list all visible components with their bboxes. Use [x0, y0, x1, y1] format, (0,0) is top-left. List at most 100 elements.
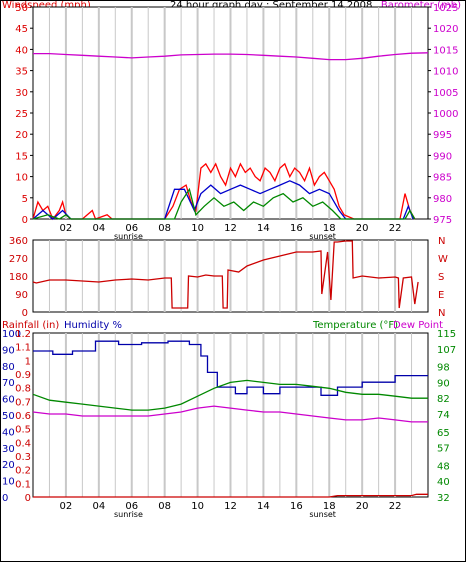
x-tick-label: 10	[191, 223, 204, 234]
wind-tick-label: 50	[15, 3, 28, 14]
compass-tick-label: S	[438, 272, 444, 283]
series-temp	[32, 379, 428, 411]
temp-tick-label: 82	[437, 394, 450, 405]
series-wind_green	[32, 187, 416, 220]
compass-tick-label: N	[438, 308, 445, 319]
humidity-tick-label: 30	[2, 444, 15, 455]
direction-tick-label: 90	[15, 290, 28, 301]
rain-tick-label: 1.2	[15, 329, 31, 340]
x-tick-label: 20	[356, 501, 369, 512]
wind-tick-label: 15	[15, 151, 28, 162]
compass-tick-label: E	[438, 290, 444, 301]
wind-tick-label: 10	[15, 173, 28, 184]
rain-tick-label: 0.6	[15, 411, 31, 422]
x-tick-label: 12	[224, 501, 237, 512]
humidity-tick-label: 60	[2, 395, 15, 406]
dewpoint-axis-label: Dew Point	[393, 320, 444, 331]
temp-tick-label: 98	[437, 363, 450, 374]
baro-tick-label: 1005	[433, 88, 458, 99]
baro-tick-label: 985	[433, 173, 452, 184]
rain-tick-label: 0.2	[15, 466, 31, 477]
baro-tick-label: 980	[433, 194, 452, 205]
series-dew	[32, 405, 428, 423]
x-tick-label: 22	[389, 223, 402, 234]
series-dir	[32, 240, 419, 309]
baro-tick-label: 990	[433, 151, 452, 162]
windspeed-axis-label: Windspeed (mph)	[2, 0, 91, 11]
series-gust	[32, 162, 416, 221]
humidity-tick-label: 50	[2, 411, 15, 422]
chart-title: 24 hour graph day : September 14 2008	[170, 0, 373, 11]
direction-tick-label: 360	[9, 236, 28, 247]
temp-tick-label: 65	[437, 428, 450, 439]
rain-tick-label: 0.5	[15, 425, 31, 436]
x-tick-label: 14	[257, 223, 270, 234]
rainfall-axis-label: Rainfall (in)	[2, 320, 60, 331]
x-tick-label: 04	[92, 501, 105, 512]
baro-tick-label: 995	[433, 130, 452, 141]
series-baro	[33, 52, 429, 61]
series-humidity	[33, 340, 428, 396]
compass-tick-label: N	[438, 236, 445, 247]
wind-tick-label: 0	[22, 215, 28, 226]
direction-tick-label: 180	[9, 272, 28, 283]
x-tick-label: 04	[92, 223, 105, 234]
temp-tick-label: 48	[437, 461, 450, 472]
sunrise-marker: sunrise	[114, 510, 143, 519]
rain-tick-label: 0	[25, 493, 31, 504]
humidity-axis-label: Humidity %	[64, 320, 123, 331]
x-tick-label: 08	[158, 501, 171, 512]
baro-tick-label: 1020	[433, 24, 458, 35]
wind-tick-label: 25	[15, 109, 28, 120]
x-tick-label: 22	[389, 501, 402, 512]
temp-tick-label: 74	[437, 410, 450, 421]
sunset-marker: sunset	[309, 510, 336, 519]
wind-tick-label: 5	[22, 194, 28, 205]
rain-tick-label: 1.1	[15, 343, 31, 354]
x-tick-label: 02	[60, 501, 73, 512]
baro-tick-label: 975	[433, 215, 452, 226]
wind-tick-label: 20	[15, 130, 28, 141]
humidity-tick-label: 40	[2, 427, 15, 438]
wind-tick-label: 45	[15, 24, 28, 35]
humidity-tick-label: 10	[2, 477, 15, 488]
x-tick-label: 02	[60, 223, 73, 234]
temp-tick-label: 90	[437, 378, 450, 389]
rain-tick-label: 1	[25, 356, 31, 367]
wind-tick-label: 35	[15, 67, 28, 78]
compass-tick-label: W	[438, 254, 448, 265]
x-tick-label: 06	[125, 501, 138, 512]
temp-tick-label: 57	[437, 444, 450, 455]
x-tick-label: 18	[323, 223, 336, 234]
rain-tick-label: 0.9	[15, 370, 31, 381]
x-tick-label: 08	[158, 223, 171, 234]
humidity-tick-label: 100	[2, 329, 21, 340]
x-tick-label: 20	[356, 223, 369, 234]
temp-tick-label: 32	[437, 493, 450, 504]
humidity-tick-label: 0	[2, 493, 8, 504]
x-tick-label: 16	[290, 501, 303, 512]
humidity-tick-label: 80	[2, 362, 15, 373]
humidity-tick-label: 70	[2, 378, 15, 389]
temperature-axis-label: Temperature (°F)	[313, 320, 399, 331]
humidity-tick-label: 20	[2, 460, 15, 471]
barometer-axis-label: Barometer (mb)	[380, 0, 461, 11]
x-tick-label: 12	[224, 223, 237, 234]
rain-tick-label: 0.7	[15, 397, 31, 408]
x-tick-label: 10	[191, 501, 204, 512]
rain-tick-label: 0.3	[15, 452, 31, 463]
wind-tick-label: 40	[15, 45, 28, 56]
x-tick-label: 18	[323, 501, 336, 512]
x-tick-label: 06	[125, 223, 138, 234]
series-rain	[33, 493, 428, 498]
sunset-marker: sunset	[309, 232, 336, 241]
temp-tick-label: 107	[437, 345, 456, 356]
wind-tick-label: 30	[15, 88, 28, 99]
direction-tick-label: 0	[22, 308, 28, 319]
baro-tick-label: 1000	[433, 109, 458, 120]
rain-tick-label: 0.8	[15, 384, 31, 395]
baro-tick-label: 1015	[433, 45, 458, 56]
temp-tick-label: 115	[437, 329, 456, 340]
